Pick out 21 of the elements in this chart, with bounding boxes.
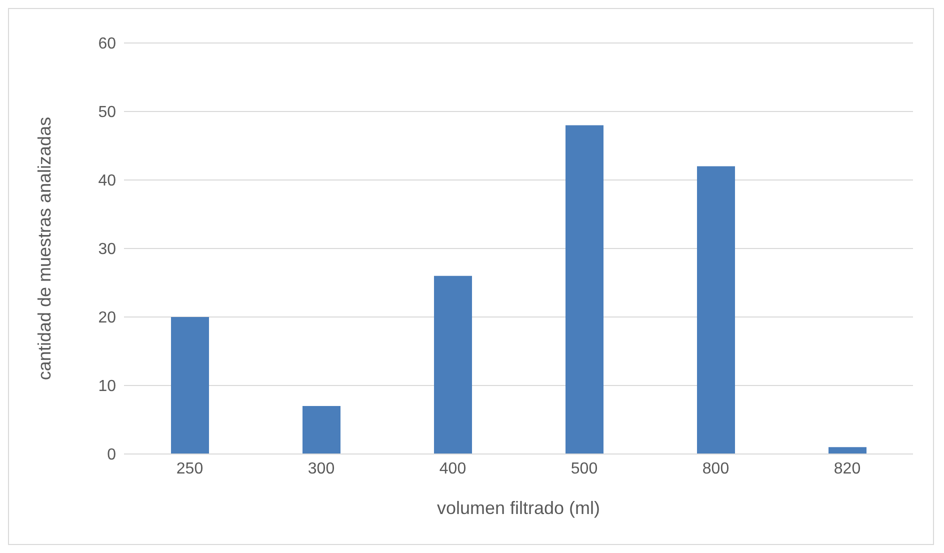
bar xyxy=(302,406,340,454)
x-tick-label: 500 xyxy=(570,460,598,478)
y-tick-label: 50 xyxy=(98,104,116,122)
y-tick-label: 40 xyxy=(98,172,116,190)
x-tick-label: 300 xyxy=(308,460,335,478)
bar xyxy=(566,125,604,454)
y-tick-label: 20 xyxy=(98,310,116,327)
x-tick-label: 800 xyxy=(702,460,730,478)
bar xyxy=(697,166,735,454)
bar xyxy=(828,447,866,454)
x-tick-label: 400 xyxy=(439,460,466,478)
y-tick-label: 0 xyxy=(107,446,116,464)
bar xyxy=(171,317,209,454)
y-tick-label: 10 xyxy=(98,378,116,396)
x-axis-title: volumen filtrado (ml) xyxy=(436,498,600,518)
y-tick-label: 60 xyxy=(98,36,116,53)
bar xyxy=(434,276,472,454)
x-tick-label: 820 xyxy=(834,460,861,478)
x-tick-label: 250 xyxy=(176,460,204,478)
y-tick-label: 30 xyxy=(98,241,116,258)
y-axis-title: cantidad de muestras analizadas xyxy=(34,116,54,380)
